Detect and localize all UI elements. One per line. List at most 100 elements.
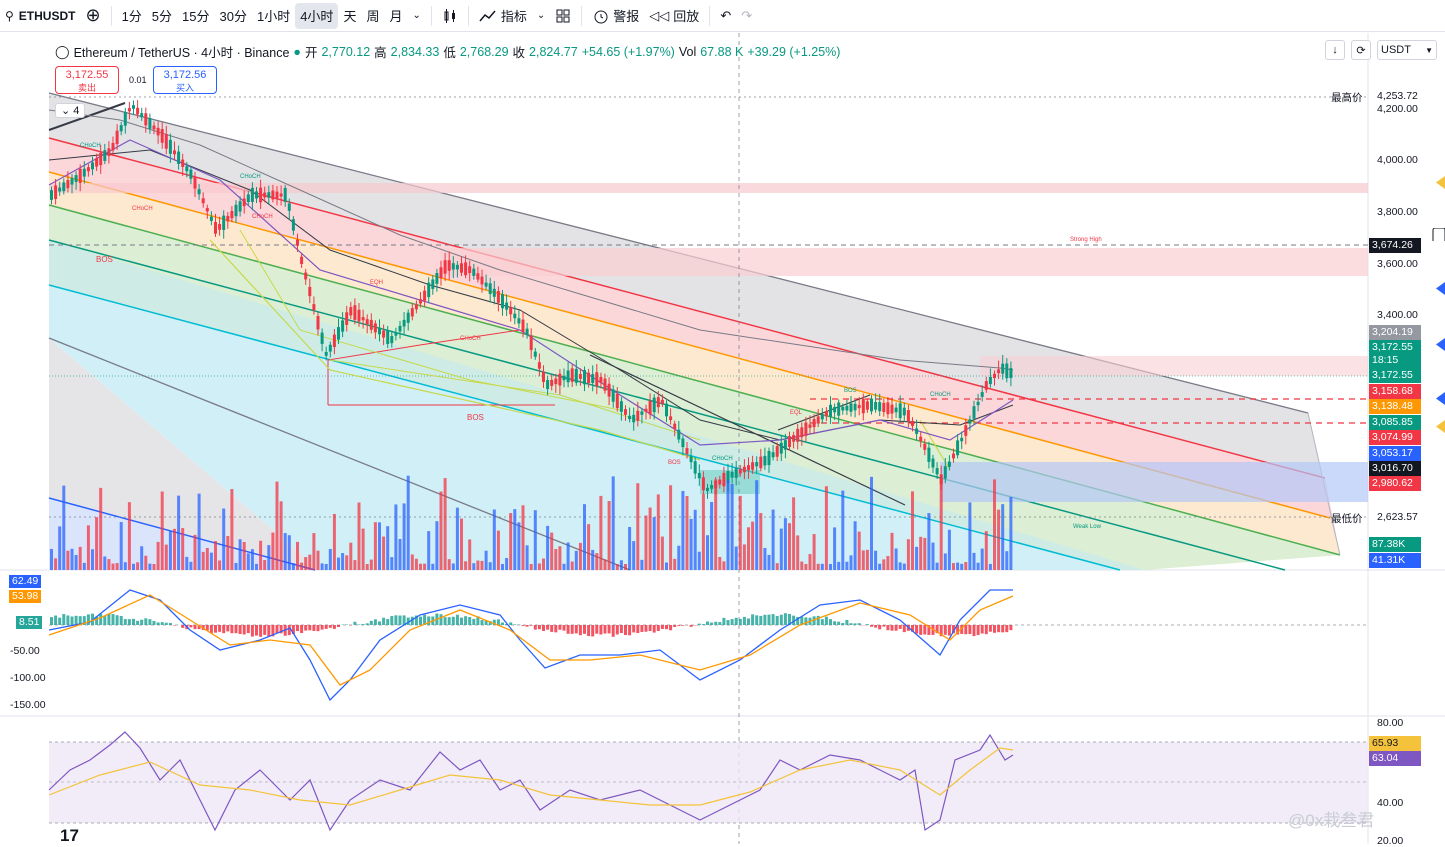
download-button[interactable]: ↓: [1325, 40, 1345, 60]
candle-body[interactable]: [66, 180, 69, 188]
candle-body[interactable]: [640, 411, 643, 414]
candle-body[interactable]: [362, 317, 365, 320]
demand-zone[interactable]: [940, 462, 1368, 502]
candle-body[interactable]: [800, 427, 803, 437]
candle-body[interactable]: [304, 272, 307, 279]
candle-body[interactable]: [173, 150, 176, 154]
candle-body[interactable]: [579, 374, 582, 379]
candle-body[interactable]: [251, 188, 254, 202]
candle-body[interactable]: [288, 203, 291, 210]
candle-body[interactable]: [448, 260, 451, 271]
candle-body[interactable]: [312, 304, 315, 310]
candle-body[interactable]: [54, 185, 57, 199]
candle-body[interactable]: [907, 410, 910, 421]
candle-body[interactable]: [977, 402, 980, 405]
candle-body[interactable]: [390, 336, 393, 343]
candle-body[interactable]: [435, 273, 438, 284]
candle-body[interactable]: [522, 320, 525, 332]
candle-body[interactable]: [706, 488, 709, 491]
candle-body[interactable]: [878, 402, 881, 411]
supply-zone[interactable]: [440, 248, 1368, 276]
candle-body[interactable]: [993, 374, 996, 378]
candle-body[interactable]: [165, 134, 168, 149]
candle-body[interactable]: [558, 374, 561, 386]
candle-body[interactable]: [575, 369, 578, 383]
candle-body[interactable]: [891, 405, 894, 414]
candle-body[interactable]: [616, 394, 619, 408]
candle-body[interactable]: [276, 192, 279, 199]
candle-body[interactable]: [636, 411, 639, 421]
candle-body[interactable]: [399, 326, 402, 332]
candle-body[interactable]: [427, 283, 430, 297]
candle-body[interactable]: [329, 345, 332, 352]
candle-body[interactable]: [476, 273, 479, 279]
candle-body[interactable]: [968, 419, 971, 423]
candle-body[interactable]: [595, 372, 598, 386]
candle-body[interactable]: [743, 467, 746, 472]
candle-body[interactable]: [148, 118, 151, 129]
candle-body[interactable]: [845, 406, 848, 411]
candle-body[interactable]: [71, 178, 74, 184]
candle-body[interactable]: [292, 219, 295, 230]
candle-body[interactable]: [739, 469, 742, 473]
candle-body[interactable]: [185, 166, 188, 171]
candle-body[interactable]: [591, 374, 594, 383]
candle-body[interactable]: [620, 401, 623, 412]
candle-body[interactable]: [583, 370, 586, 384]
candle-body[interactable]: [698, 473, 701, 478]
candle-body[interactable]: [107, 148, 110, 156]
candle-body[interactable]: [50, 190, 53, 200]
candle-body[interactable]: [870, 399, 873, 412]
candle-body[interactable]: [632, 415, 635, 422]
candle-body[interactable]: [444, 260, 447, 273]
candle-body[interactable]: [222, 216, 225, 230]
candle-body[interactable]: [308, 287, 311, 296]
candle-body[interactable]: [83, 169, 86, 177]
candle-body[interactable]: [546, 380, 549, 389]
refresh-button[interactable]: ⟳: [1351, 40, 1371, 60]
candle-body[interactable]: [526, 329, 529, 335]
candle-body[interactable]: [841, 407, 844, 411]
candle-body[interactable]: [1009, 368, 1012, 378]
candle-body[interactable]: [481, 277, 484, 285]
buy-button[interactable]: 3,172.56 买入: [153, 66, 217, 94]
candle-body[interactable]: [230, 211, 233, 218]
candle-body[interactable]: [608, 384, 611, 397]
candle-body[interactable]: [923, 444, 926, 450]
candle-body[interactable]: [649, 401, 652, 415]
candle-body[interactable]: [981, 392, 984, 397]
candle-body[interactable]: [411, 308, 414, 316]
candle-body[interactable]: [189, 170, 192, 179]
candle-body[interactable]: [341, 320, 344, 331]
candle-body[interactable]: [735, 468, 738, 478]
candle-body[interactable]: [948, 462, 951, 467]
candle-body[interactable]: [661, 400, 664, 404]
candle-body[interactable]: [505, 303, 508, 310]
candle-body[interactable]: [612, 389, 615, 401]
candle-body[interactable]: [858, 405, 861, 408]
candle-body[interactable]: [1001, 364, 1004, 374]
candle-body[interactable]: [628, 416, 631, 419]
candle-body[interactable]: [394, 333, 397, 336]
candle-body[interactable]: [103, 150, 106, 161]
candle-body[interactable]: [804, 423, 807, 436]
indicator-collapse-button[interactable]: ⌄ 4: [55, 103, 85, 118]
candle-body[interactable]: [694, 461, 697, 473]
candle-body[interactable]: [169, 140, 172, 154]
candle-body[interactable]: [349, 307, 352, 315]
candle-body[interactable]: [571, 368, 574, 381]
candle-body[interactable]: [271, 191, 274, 200]
candle-body[interactable]: [792, 435, 795, 442]
candle-body[interactable]: [214, 222, 217, 234]
candle-body[interactable]: [657, 397, 660, 407]
candle-body[interactable]: [374, 323, 377, 332]
candle-body[interactable]: [509, 308, 512, 315]
currency-select[interactable]: USDT ▼: [1377, 40, 1437, 60]
candle-body[interactable]: [489, 283, 492, 294]
candle-body[interactable]: [62, 182, 65, 191]
candle-body[interactable]: [927, 448, 930, 462]
candle-body[interactable]: [353, 305, 356, 320]
candle-body[interactable]: [702, 477, 705, 490]
candle-body[interactable]: [952, 454, 955, 459]
